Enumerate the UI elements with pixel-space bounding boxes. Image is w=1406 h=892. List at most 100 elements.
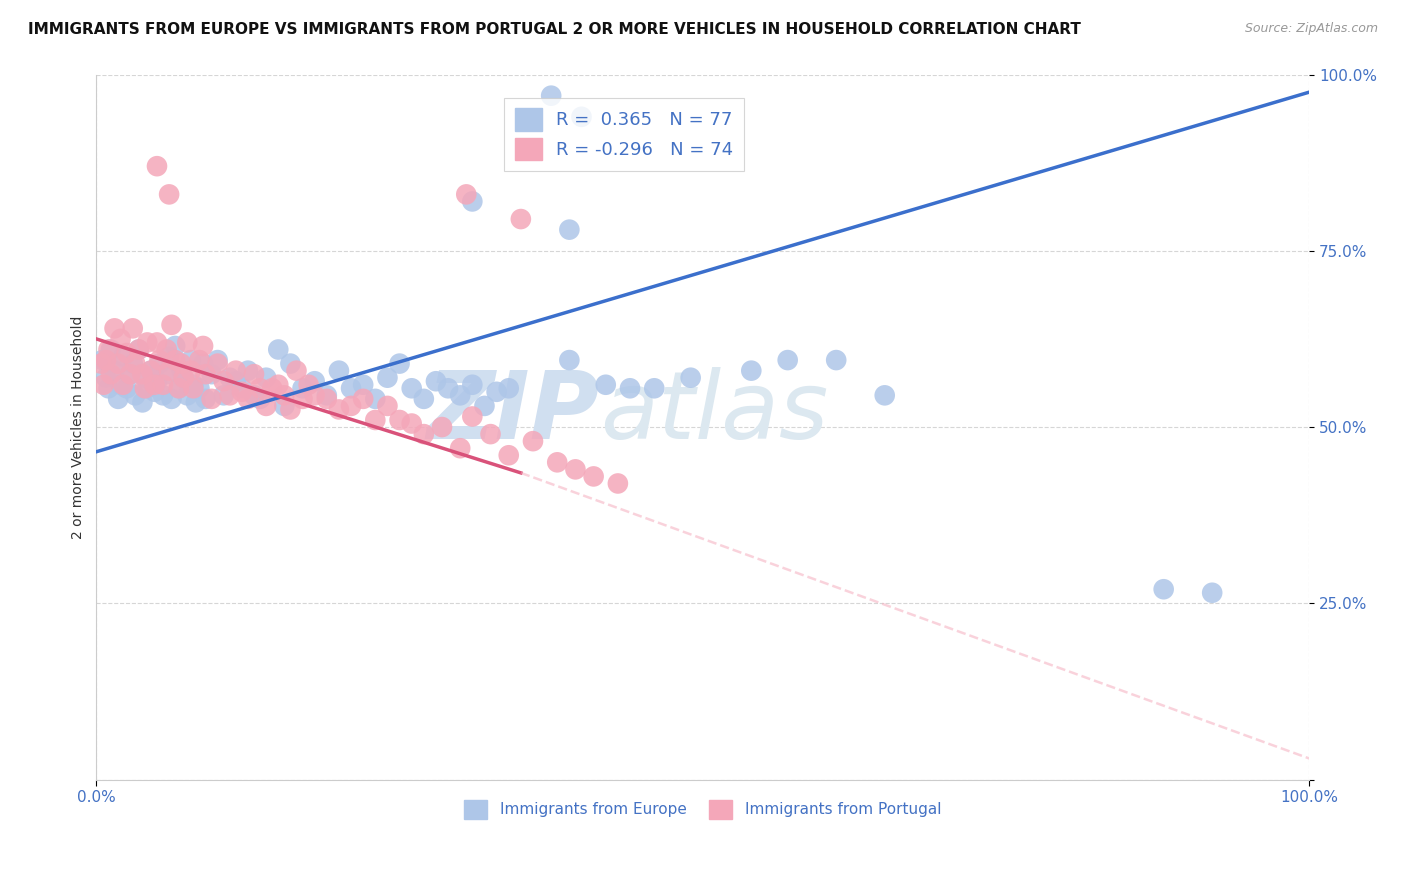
Point xyxy=(304,388,326,402)
Point xyxy=(157,187,180,202)
Point xyxy=(225,374,247,388)
Point xyxy=(619,381,641,395)
Legend: Immigrants from Europe, Immigrants from Portugal: Immigrants from Europe, Immigrants from … xyxy=(458,794,948,825)
Point xyxy=(160,318,183,332)
Point xyxy=(110,332,132,346)
Point xyxy=(100,367,122,381)
Point xyxy=(297,377,319,392)
Point xyxy=(352,392,374,406)
Point xyxy=(643,381,665,395)
Point xyxy=(131,367,153,381)
Text: Source: ZipAtlas.com: Source: ZipAtlas.com xyxy=(1244,22,1378,36)
Point xyxy=(131,395,153,409)
Point xyxy=(110,377,132,392)
Point xyxy=(291,381,314,395)
Point xyxy=(167,381,190,395)
Point xyxy=(115,381,138,395)
Point xyxy=(188,381,211,395)
Point xyxy=(377,399,399,413)
Point xyxy=(456,187,478,202)
Point xyxy=(425,374,447,388)
Point xyxy=(191,357,214,371)
Point xyxy=(212,374,235,388)
Point xyxy=(124,357,146,371)
Point xyxy=(180,353,202,368)
Point xyxy=(388,357,411,371)
Point xyxy=(1201,586,1223,600)
Point xyxy=(152,388,174,402)
Text: ZIP: ZIP xyxy=(427,367,600,459)
Point xyxy=(243,367,266,381)
Point xyxy=(90,357,112,371)
Point xyxy=(606,476,628,491)
Point xyxy=(139,364,162,378)
Point xyxy=(291,392,314,406)
Point xyxy=(200,392,222,406)
Point xyxy=(128,343,150,357)
Point xyxy=(509,212,531,227)
Point xyxy=(340,399,363,413)
Point xyxy=(522,434,544,449)
Point xyxy=(377,370,399,384)
Point xyxy=(352,377,374,392)
Point xyxy=(115,346,138,360)
Point xyxy=(94,370,117,384)
Point xyxy=(128,343,150,357)
Point xyxy=(120,367,142,381)
Point xyxy=(152,377,174,392)
Point xyxy=(479,427,502,442)
Point xyxy=(236,392,259,406)
Point xyxy=(157,364,180,378)
Point xyxy=(173,370,195,384)
Point xyxy=(364,413,387,427)
Point xyxy=(340,381,363,395)
Point xyxy=(740,364,762,378)
Point xyxy=(449,441,471,455)
Point xyxy=(262,381,284,395)
Point xyxy=(558,353,581,368)
Point xyxy=(100,343,122,357)
Point xyxy=(180,364,202,378)
Point xyxy=(183,377,205,392)
Point xyxy=(437,381,460,395)
Point xyxy=(188,353,211,368)
Point xyxy=(157,350,180,364)
Point xyxy=(146,159,169,173)
Point xyxy=(267,377,290,392)
Point xyxy=(94,353,117,368)
Point xyxy=(176,388,198,402)
Point xyxy=(112,350,135,364)
Point xyxy=(267,343,290,357)
Point xyxy=(134,370,156,384)
Point xyxy=(304,374,326,388)
Point xyxy=(254,399,277,413)
Point xyxy=(401,417,423,431)
Point xyxy=(461,409,484,424)
Point xyxy=(571,110,593,124)
Point xyxy=(207,357,229,371)
Point xyxy=(148,353,170,368)
Point xyxy=(97,381,120,395)
Point xyxy=(156,367,179,381)
Point xyxy=(364,392,387,406)
Point xyxy=(200,367,222,381)
Point xyxy=(120,367,142,381)
Point xyxy=(97,343,120,357)
Point xyxy=(121,321,143,335)
Point xyxy=(315,388,337,402)
Point xyxy=(124,388,146,402)
Point xyxy=(461,377,484,392)
Point xyxy=(136,381,159,395)
Point xyxy=(103,321,125,335)
Point xyxy=(231,384,253,399)
Point xyxy=(461,194,484,209)
Point xyxy=(540,88,562,103)
Point xyxy=(93,377,115,392)
Point xyxy=(280,402,302,417)
Point xyxy=(328,364,350,378)
Point xyxy=(143,384,166,399)
Point xyxy=(194,367,217,381)
Point xyxy=(558,222,581,236)
Point xyxy=(146,374,169,388)
Point xyxy=(218,388,240,402)
